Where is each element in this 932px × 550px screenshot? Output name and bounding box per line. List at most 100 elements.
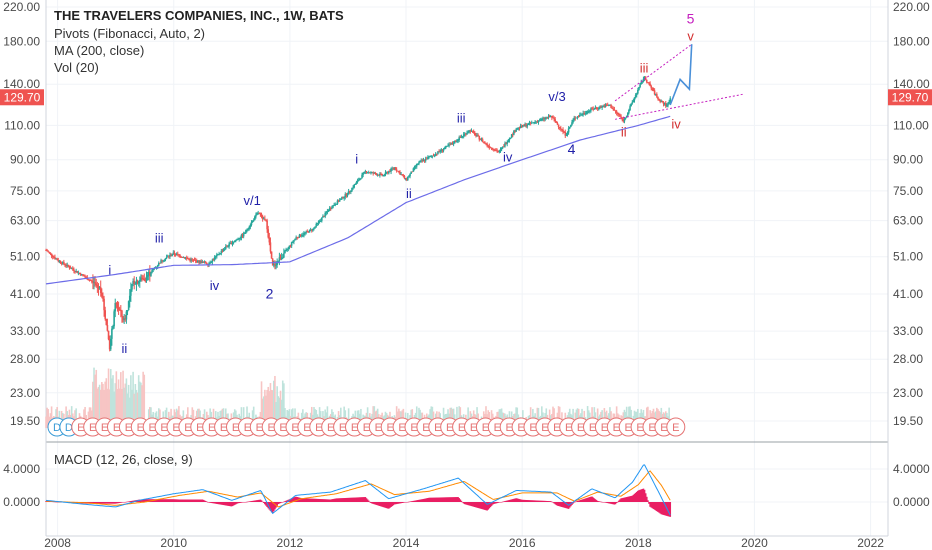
candle-body bbox=[133, 281, 136, 285]
volume-bar bbox=[106, 388, 109, 428]
candle-body bbox=[644, 76, 647, 80]
candle-body bbox=[602, 106, 605, 108]
macd-histogram-bar bbox=[394, 502, 397, 505]
macd-histogram-bar bbox=[575, 501, 578, 502]
volume-bar bbox=[273, 380, 275, 428]
candle-body bbox=[482, 141, 485, 143]
candle-body bbox=[599, 106, 601, 109]
candle-body bbox=[290, 242, 293, 246]
volume-bar bbox=[50, 406, 53, 428]
candle-body bbox=[624, 117, 627, 119]
candle-body bbox=[341, 196, 343, 199]
candle-body bbox=[527, 123, 530, 125]
candle-body bbox=[183, 257, 186, 259]
macd-histogram-bar bbox=[529, 500, 532, 502]
macd-histogram-bar bbox=[460, 500, 463, 502]
macd-histogram-bar bbox=[412, 500, 415, 502]
vol-legend[interactable]: Vol (20) bbox=[54, 60, 99, 75]
macd-histogram-bar bbox=[427, 498, 429, 502]
macd-histogram-bar bbox=[276, 502, 278, 506]
macd-histogram-bar bbox=[277, 502, 280, 505]
candle-body bbox=[369, 172, 371, 174]
macd-histogram-bar bbox=[499, 502, 502, 503]
candle-body bbox=[351, 187, 353, 191]
candle-body bbox=[322, 216, 324, 218]
macd-histogram-bar bbox=[498, 502, 501, 503]
candle-body bbox=[121, 310, 123, 317]
price-tick-right: 220.00 bbox=[893, 0, 930, 14]
macd-histogram-bar bbox=[537, 500, 540, 502]
macd-histogram-bar bbox=[458, 498, 460, 502]
macd-histogram-bar bbox=[331, 499, 333, 502]
candle-body bbox=[528, 122, 531, 124]
macd-histogram-bar bbox=[450, 497, 453, 502]
candle-body bbox=[277, 260, 280, 262]
macd-histogram-bar bbox=[232, 502, 235, 506]
candle-body bbox=[237, 239, 239, 240]
earnings-marker-label: E bbox=[351, 422, 358, 434]
candle-body bbox=[669, 98, 672, 102]
candle-body bbox=[605, 104, 608, 106]
candle-body bbox=[294, 238, 296, 241]
volume-bar bbox=[203, 409, 206, 428]
candle-body bbox=[168, 256, 170, 258]
candle-body bbox=[93, 281, 95, 283]
macd-histogram-bar bbox=[618, 500, 620, 502]
candle-body bbox=[441, 149, 444, 151]
candle-body bbox=[394, 167, 397, 170]
candle-body bbox=[643, 76, 646, 79]
ma-legend[interactable]: MA (200, close) bbox=[54, 43, 145, 58]
candle-body bbox=[557, 124, 560, 127]
candle-body bbox=[80, 274, 83, 276]
candle-body bbox=[305, 231, 307, 233]
macd-histogram-bar bbox=[572, 502, 574, 504]
macd-histogram-bar bbox=[210, 502, 213, 503]
macd-histogram-bar bbox=[400, 502, 402, 504]
macd-histogram-bar bbox=[112, 502, 114, 504]
volume-bar bbox=[89, 407, 92, 428]
wave-label: ii bbox=[122, 341, 128, 356]
macd-histogram-bar bbox=[111, 502, 113, 504]
macd-histogram-bar bbox=[216, 502, 218, 504]
candle-body bbox=[505, 143, 507, 145]
earnings-marker-label: E bbox=[517, 422, 524, 434]
macd-histogram-bar bbox=[541, 500, 543, 502]
macd-histogram-bar bbox=[103, 502, 105, 504]
macd-histogram-bar bbox=[491, 502, 494, 505]
macd-histogram-bar bbox=[227, 502, 229, 506]
volume-bar bbox=[104, 381, 106, 428]
candle-body bbox=[115, 303, 118, 304]
candle-body bbox=[611, 107, 613, 109]
macd-histogram-bar bbox=[497, 502, 500, 503]
macd-histogram-bar bbox=[535, 500, 538, 502]
candle-body bbox=[54, 257, 56, 259]
candle-body bbox=[632, 100, 635, 103]
macd-legend[interactable]: MACD (12, 26, close, 9) bbox=[54, 452, 193, 467]
macd-histogram-bar bbox=[669, 502, 672, 517]
macd-histogram-bar bbox=[94, 502, 96, 504]
candle-body bbox=[597, 108, 600, 110]
macd-histogram-bar bbox=[99, 502, 102, 504]
volume-bar bbox=[170, 408, 172, 428]
macd-histogram-bar bbox=[508, 499, 511, 502]
macd-histogram-bar bbox=[172, 499, 175, 502]
macd-histogram-bar bbox=[392, 502, 395, 506]
candle-body bbox=[432, 155, 435, 157]
macd-histogram-bar bbox=[116, 502, 119, 504]
candle-body bbox=[222, 249, 225, 252]
current-price-label-right: 129.70 bbox=[892, 90, 929, 104]
volume-bar bbox=[246, 406, 248, 428]
volume-bar bbox=[419, 409, 421, 428]
earnings-marker-label: E bbox=[601, 422, 608, 434]
candle-body bbox=[551, 116, 553, 118]
macd-histogram-bar bbox=[284, 501, 286, 502]
volume-bar bbox=[271, 390, 274, 428]
macd-histogram-bar bbox=[162, 499, 165, 502]
candle-body bbox=[111, 328, 113, 339]
pivots-legend[interactable]: Pivots (Fibonacci, Auto, 2) bbox=[54, 26, 206, 41]
volume-bar bbox=[372, 406, 374, 428]
macd-histogram-bar bbox=[480, 502, 483, 509]
macd-histogram-bar bbox=[642, 488, 645, 502]
macd-histogram-bar bbox=[226, 502, 228, 506]
